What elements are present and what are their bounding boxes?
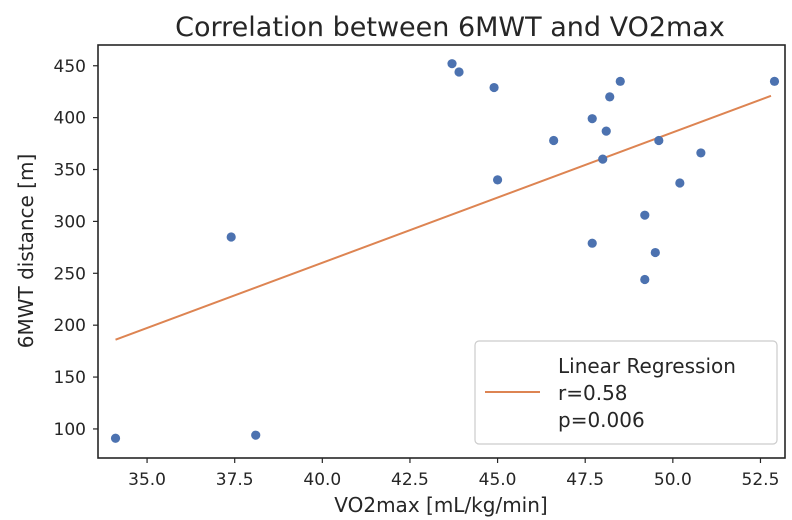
x-tick-label: 52.5 xyxy=(742,470,780,490)
x-tick-label: 47.5 xyxy=(566,470,604,490)
y-tick-label: 150 xyxy=(54,368,86,388)
data-point xyxy=(447,59,457,69)
legend-label-p: p=0.006 xyxy=(558,408,645,432)
legend-label-series: Linear Regression xyxy=(558,354,736,378)
y-tick-label: 200 xyxy=(54,316,86,336)
y-axis-label: 6MWT distance [m] xyxy=(14,154,38,349)
data-point xyxy=(587,114,597,124)
y-tick-label: 450 xyxy=(54,57,86,77)
x-axis-ticks: 35.0 37.5 40.0 42.5 45.0 47.5 50.0 52.5 xyxy=(128,458,779,490)
data-point xyxy=(601,126,611,136)
y-tick-label: 300 xyxy=(54,212,86,232)
axes-frame xyxy=(97,44,786,459)
x-tick-label: 45.0 xyxy=(479,470,517,490)
legend: Linear Regression r=0.58 p=0.006 xyxy=(474,340,778,445)
x-tick-label: 40.0 xyxy=(303,470,341,490)
data-point xyxy=(605,92,615,102)
data-point xyxy=(549,135,559,146)
data-point xyxy=(640,274,650,285)
y-tick-label: 250 xyxy=(54,264,86,284)
data-point xyxy=(251,430,261,440)
data-point xyxy=(640,210,650,220)
plot-area xyxy=(97,44,786,459)
y-tick-label: 100 xyxy=(54,420,86,440)
x-tick-label: 42.5 xyxy=(391,470,429,490)
x-tick-label: 50.0 xyxy=(654,470,692,490)
data-point xyxy=(454,67,464,77)
legend-label-r: r=0.58 xyxy=(558,381,628,405)
x-tick-label: 35.0 xyxy=(128,470,166,490)
points-layer xyxy=(110,59,780,443)
data-point xyxy=(675,178,685,188)
data-point xyxy=(654,135,664,146)
x-axis-label: VO2max [mL/kg/min] xyxy=(334,493,547,517)
data-point xyxy=(615,76,625,86)
data-point xyxy=(110,433,121,443)
regression-layer xyxy=(115,94,772,341)
y-tick-label: 400 xyxy=(54,109,86,129)
data-point xyxy=(587,238,597,248)
data-point xyxy=(696,148,706,158)
data-point xyxy=(226,232,236,242)
data-point xyxy=(492,175,503,185)
chart-title: Correlation between 6MWT and VO2max xyxy=(175,12,725,43)
legend-box xyxy=(474,340,778,445)
x-tick-label: 37.5 xyxy=(216,470,254,490)
regression-line xyxy=(115,94,772,341)
y-tick-label: 350 xyxy=(54,161,86,181)
data-point xyxy=(489,82,499,93)
data-point xyxy=(650,247,660,258)
y-axis-ticks: 100 150 200 250 300 350 400 450 xyxy=(54,57,98,440)
data-point xyxy=(598,154,608,164)
data-point xyxy=(769,76,780,86)
